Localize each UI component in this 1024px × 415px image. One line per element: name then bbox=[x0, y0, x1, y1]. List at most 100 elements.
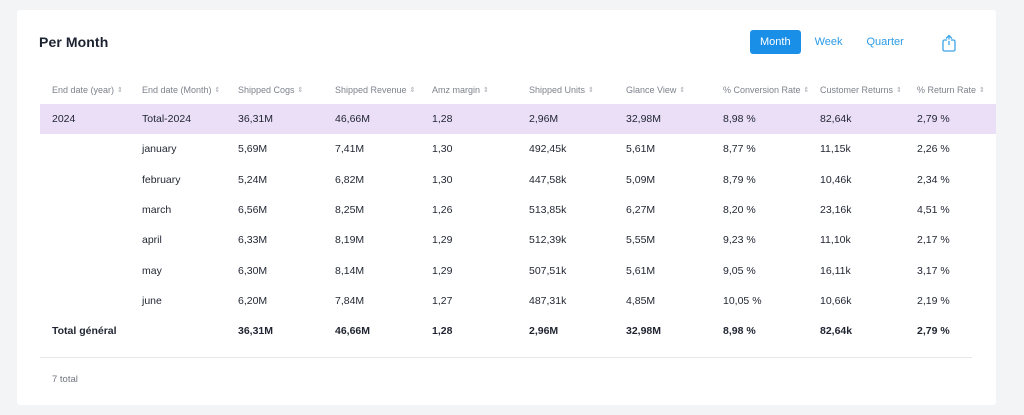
table-row-year-total[interactable]: 2024 Total-2024 36,31M 46,66M 1,28 2,96M… bbox=[40, 104, 996, 135]
table-cell: 5,69M bbox=[238, 143, 268, 156]
table-cell: 1,28 bbox=[432, 113, 453, 126]
table-cell: 10,66k bbox=[820, 294, 852, 307]
table-cell: 8,79 % bbox=[723, 173, 756, 186]
sort-icon: ⇕ bbox=[214, 86, 221, 94]
table-cell: 82,64k bbox=[820, 325, 853, 338]
table-cell: 6,20M bbox=[238, 294, 268, 307]
sort-icon: ⇕ bbox=[588, 86, 594, 94]
table-cell: june bbox=[142, 294, 162, 307]
table-cell: 9,23 % bbox=[723, 234, 756, 247]
table-cell: 23,16k bbox=[820, 204, 852, 217]
table-row[interactable]: february 5,24M 6,82M 1,30 447,58k 5,09M … bbox=[40, 165, 996, 195]
table-cell: 6,82M bbox=[335, 173, 365, 186]
table-cell: Total-2024 bbox=[142, 113, 192, 126]
sort-icon: ⇕ bbox=[679, 86, 686, 94]
table-cell: 32,98M bbox=[626, 325, 662, 338]
column-header-shipped-revenue[interactable]: Shipped Revenue ⇕ bbox=[335, 76, 415, 104]
share-export-icon[interactable] bbox=[940, 34, 958, 52]
period-switch: Month Week Quarter bbox=[750, 30, 918, 54]
table-cell: 3,17 % bbox=[917, 264, 950, 277]
table-cell: 5,55M bbox=[626, 234, 656, 247]
per-month-table: End date (year) ⇕ End date (Month) ⇕ Shipp… bbox=[40, 76, 996, 346]
table-cell: 11,10k bbox=[820, 234, 851, 247]
table-cell: 82,64k bbox=[820, 113, 852, 126]
per-month-panel: Per Month Month Week Quarter End date (y… bbox=[17, 10, 996, 405]
table-cell: 507,51k bbox=[529, 264, 567, 277]
table-cell: 10,05 % bbox=[723, 294, 762, 307]
table-cell: 7,84M bbox=[335, 294, 365, 307]
table-cell: 5,24M bbox=[238, 173, 268, 186]
period-quarter-button[interactable]: Quarter bbox=[857, 30, 914, 54]
table-cell: 6,33M bbox=[238, 234, 268, 247]
panel-title: Per Month bbox=[39, 34, 109, 50]
table-cell: Total général bbox=[52, 325, 117, 338]
table-cell: 2,26 % bbox=[917, 143, 950, 156]
column-header-label: % Conversion Rate bbox=[723, 85, 801, 95]
table-cell: 1,27 bbox=[432, 294, 453, 307]
table-cell: 8,14M bbox=[335, 264, 365, 277]
column-header-label: Glance View bbox=[626, 85, 677, 95]
column-header-label: Shipped Cogs bbox=[238, 85, 295, 95]
table-row[interactable]: may 6,30M 8,14M 1,29 507,51k 5,61M 9,05 … bbox=[40, 255, 996, 285]
sort-icon: ⇕ bbox=[483, 86, 489, 94]
table-cell: 5,09M bbox=[626, 173, 656, 186]
table-cell: 46,66M bbox=[335, 325, 371, 338]
table-cell: 2,34 % bbox=[917, 173, 950, 186]
column-header-label: % Return Rate bbox=[917, 85, 977, 95]
table-footer-divider bbox=[40, 357, 972, 358]
table-row[interactable]: april 6,33M 8,19M 1,29 512,39k 5,55M 9,2… bbox=[40, 225, 996, 255]
column-header-label: Shipped Units bbox=[529, 85, 586, 95]
table-cell: 4,51 % bbox=[917, 204, 950, 217]
table-cell: 492,45k bbox=[529, 143, 567, 156]
table-row-grand-total[interactable]: Total général 36,31M 46,66M 1,28 2,96M 3… bbox=[40, 316, 996, 346]
table-cell: 513,85k bbox=[529, 204, 567, 217]
column-header-return-rate[interactable]: % Return Rate ⇕ bbox=[917, 76, 985, 104]
column-header-glance-view[interactable]: Glance View ⇕ bbox=[626, 76, 685, 104]
table-cell: january bbox=[142, 143, 177, 156]
column-header-end-date-year[interactable]: End date (year) ⇕ bbox=[52, 76, 123, 104]
column-header-label: End date (Month) bbox=[142, 85, 212, 95]
column-header-customer-returns[interactable]: Customer Returns ⇕ bbox=[820, 76, 902, 104]
table-row[interactable]: january 5,69M 7,41M 1,30 492,45k 5,61M 8… bbox=[40, 134, 996, 164]
table-cell: 10,46k bbox=[820, 173, 852, 186]
table-cell: 2,17 % bbox=[917, 234, 950, 247]
table-row[interactable]: march 6,56M 8,25M 1,26 513,85k 6,27M 8,2… bbox=[40, 195, 996, 225]
table-cell: 487,31k bbox=[529, 294, 567, 307]
column-header-end-date-month[interactable]: End date (Month) ⇕ bbox=[142, 76, 220, 104]
table-row[interactable]: june 6,20M 7,84M 1,27 487,31k 4,85M 10,0… bbox=[40, 286, 996, 316]
sort-icon: ⇕ bbox=[117, 86, 123, 94]
period-week-button[interactable]: Week bbox=[805, 30, 853, 54]
sort-icon: ⇕ bbox=[896, 86, 902, 94]
period-month-button[interactable]: Month bbox=[750, 30, 801, 54]
table-cell: 8,98 % bbox=[723, 113, 756, 126]
table-cell: 6,27M bbox=[626, 204, 656, 217]
table-cell: 1,30 bbox=[432, 143, 453, 156]
table-cell: 1,29 bbox=[432, 264, 453, 277]
column-header-shipped-cogs[interactable]: Shipped Cogs ⇕ bbox=[238, 76, 303, 104]
table-cell: 447,58k bbox=[529, 173, 567, 186]
column-header-label: End date (year) bbox=[52, 85, 115, 95]
table-cell: 8,77 % bbox=[723, 143, 756, 156]
sort-icon: ⇕ bbox=[409, 86, 416, 94]
column-header-amz-margin[interactable]: Amz margin ⇕ bbox=[432, 76, 489, 104]
table-cell: 6,56M bbox=[238, 204, 268, 217]
table-cell: 8,19M bbox=[335, 234, 365, 247]
table-cell: 1,30 bbox=[432, 173, 453, 186]
table-cell: 2,96M bbox=[529, 113, 559, 126]
column-header-shipped-units[interactable]: Shipped Units ⇕ bbox=[529, 76, 594, 104]
table-cell: may bbox=[142, 264, 162, 277]
table-cell: 2,79 % bbox=[917, 325, 950, 338]
table-cell: 1,28 bbox=[432, 325, 453, 338]
table-cell: march bbox=[142, 204, 172, 217]
table-cell: 5,61M bbox=[626, 264, 656, 277]
table-cell: 512,39k bbox=[529, 234, 567, 247]
table-cell: 36,31M bbox=[238, 325, 274, 338]
table-cell: 32,98M bbox=[626, 113, 662, 126]
table-header-row: End date (year) ⇕ End date (Month) ⇕ Shipp… bbox=[40, 76, 996, 104]
column-header-label: Amz margin bbox=[432, 85, 481, 95]
table-cell: 9,05 % bbox=[723, 264, 756, 277]
column-header-conversion-rate[interactable]: % Conversion Rate ⇕ bbox=[723, 76, 809, 104]
sort-icon: ⇕ bbox=[297, 86, 304, 94]
table-cell: 11,15k bbox=[820, 143, 851, 156]
table-cell: 4,85M bbox=[626, 294, 656, 307]
